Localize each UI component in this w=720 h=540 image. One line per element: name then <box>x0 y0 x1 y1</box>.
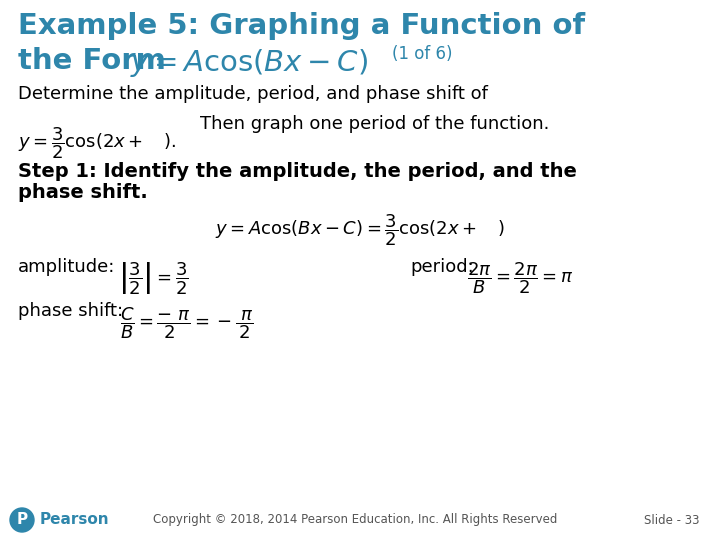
Text: amplitude:: amplitude: <box>18 258 115 276</box>
Text: (1 of 6): (1 of 6) <box>392 45 452 63</box>
Text: period:: period: <box>410 258 474 276</box>
Text: $y = A\mathrm{cos}(Bx - C) = \dfrac{3}{2}\cos(2x +\ \ \ )$: $y = A\mathrm{cos}(Bx - C) = \dfrac{3}{2… <box>215 212 505 248</box>
Text: phase shift.: phase shift. <box>18 183 148 202</box>
Text: the Form: the Form <box>18 47 176 75</box>
Text: Copyright © 2018, 2014 Pearson Education, Inc. All Rights Reserved: Copyright © 2018, 2014 Pearson Education… <box>153 514 557 526</box>
Text: $\left|\dfrac{3}{2}\right| = \dfrac{3}{2}$: $\left|\dfrac{3}{2}\right| = \dfrac{3}{2… <box>118 260 189 296</box>
Text: $\dfrac{C}{B} = \dfrac{-\ \pi}{2\ } = -\dfrac{\ \pi}{2}$: $\dfrac{C}{B} = \dfrac{-\ \pi}{2\ } = -\… <box>120 305 254 341</box>
Text: Pearson: Pearson <box>40 512 109 528</box>
Text: P: P <box>17 512 27 528</box>
Text: $y = A\mathrm{cos}(Bx - C)$: $y = A\mathrm{cos}(Bx - C)$ <box>130 47 368 79</box>
Circle shape <box>10 508 34 532</box>
Text: $y = \dfrac{3}{2}\cos(2x +\ \ \ ).$: $y = \dfrac{3}{2}\cos(2x +\ \ \ ).$ <box>18 125 176 160</box>
Text: phase shift:: phase shift: <box>18 302 123 320</box>
Text: $\dfrac{2\pi}{B} = \dfrac{2\pi}{2} = \pi$: $\dfrac{2\pi}{B} = \dfrac{2\pi}{2} = \pi… <box>467 260 573 295</box>
Text: Then graph one period of the function.: Then graph one period of the function. <box>200 115 549 133</box>
Text: Step 1: Identify the amplitude, the period, and the: Step 1: Identify the amplitude, the peri… <box>18 162 577 181</box>
Text: Example 5: Graphing a Function of: Example 5: Graphing a Function of <box>18 12 585 40</box>
Text: Slide - 33: Slide - 33 <box>644 514 700 526</box>
Text: Determine the amplitude, period, and phase shift of: Determine the amplitude, period, and pha… <box>18 85 488 103</box>
